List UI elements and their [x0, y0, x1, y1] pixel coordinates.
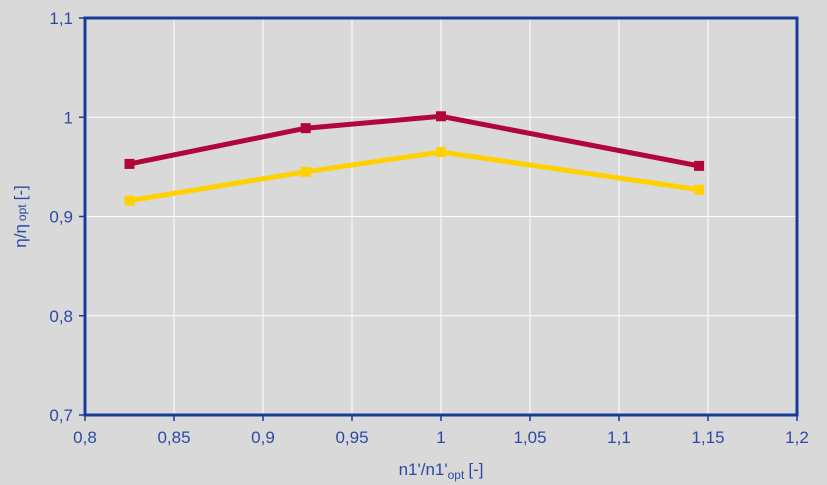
x-tick-label: 0,9	[251, 428, 275, 447]
x-axis-title-subscript: opt	[448, 468, 465, 482]
y-tick-label: 1	[64, 108, 73, 127]
data-point-marker	[694, 184, 705, 195]
x-axis-title: n1'/n1'opt [-]	[399, 460, 484, 482]
y-axis: 0,7 0,8 0,9 1 1,1	[49, 9, 85, 425]
y-axis-title-main: η/η	[11, 224, 30, 248]
y-tick-label: 0,8	[49, 307, 73, 326]
x-axis-title-unit: [-]	[468, 460, 483, 479]
data-point-marker	[124, 195, 135, 206]
data-point-marker	[300, 123, 311, 134]
x-tick-label: 1,15	[691, 428, 724, 447]
y-tick-label: 0,9	[49, 208, 73, 227]
x-axis: 0,8 0,85 0,9 0,95 1 1,05 1,1 1,15 1,2	[73, 415, 809, 447]
y-axis-title: η/η opt [-]	[11, 185, 30, 247]
series-2	[124, 146, 705, 206]
x-tick-label: 0,85	[157, 428, 190, 447]
series-line	[129, 149, 700, 204]
y-axis-title-unit: [-]	[11, 185, 30, 200]
x-axis-title-main: n1'/n1'	[399, 460, 448, 479]
x-tick-label: 1,05	[513, 428, 546, 447]
data-point-marker	[300, 166, 311, 177]
series-layer	[124, 111, 705, 206]
x-tick-label: 1,1	[607, 428, 631, 447]
y-tick-label: 0,7	[49, 406, 73, 425]
series-line	[129, 113, 700, 169]
y-tick-label: 1,1	[49, 9, 73, 28]
x-tick-label: 0,95	[335, 428, 368, 447]
grid-lines	[85, 18, 797, 415]
data-point-marker	[436, 111, 446, 122]
data-point-marker	[694, 160, 705, 171]
data-point-marker	[124, 158, 135, 169]
x-tick-label: 1	[436, 428, 445, 447]
series-1	[124, 111, 705, 171]
x-tick-label: 1,2	[785, 428, 809, 447]
x-tick-label: 0,8	[73, 428, 97, 447]
y-axis-title-subscript: opt	[15, 204, 29, 221]
data-point-marker	[436, 146, 446, 157]
